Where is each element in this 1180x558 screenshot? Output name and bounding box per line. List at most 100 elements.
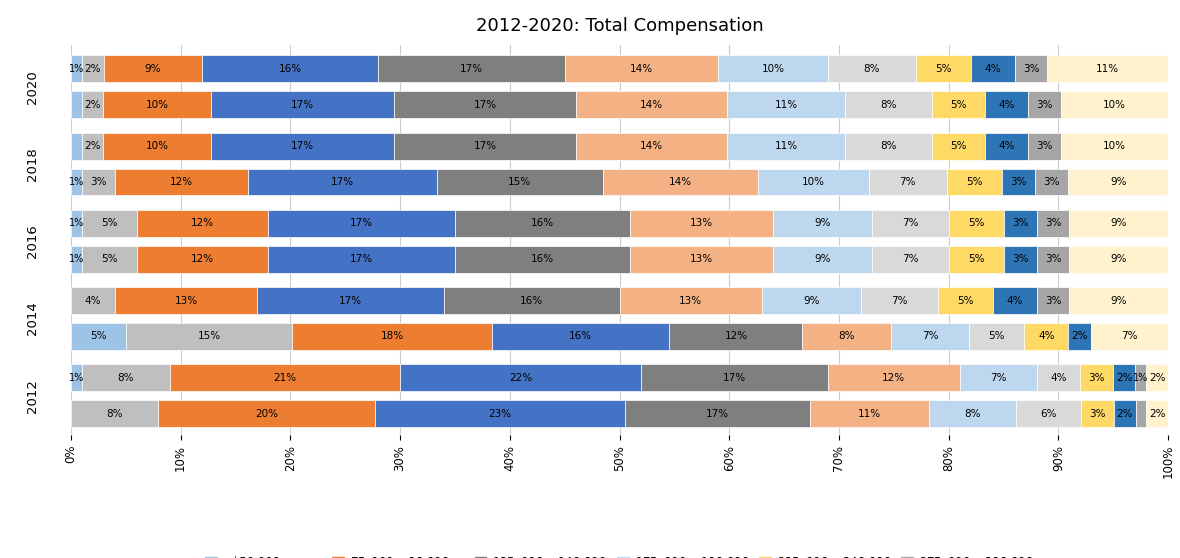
Bar [444,287,620,314]
Text: 3%: 3% [1011,254,1028,264]
Bar [1061,133,1168,160]
Bar [81,169,116,195]
Text: 4%: 4% [85,296,101,306]
Text: 5%: 5% [101,254,118,264]
Bar [158,400,375,427]
Bar [949,210,1004,237]
Bar [71,92,81,118]
Text: 2016: 2016 [26,224,39,258]
Bar [1135,364,1146,391]
Text: 3%: 3% [1044,296,1061,306]
Bar [71,364,81,391]
Text: 2012: 2012 [26,379,39,413]
Bar [248,169,437,195]
Text: 17%: 17% [473,100,497,110]
Text: 9%: 9% [814,218,831,228]
Text: 17%: 17% [339,296,362,306]
Text: 3%: 3% [1023,64,1040,74]
Legend: <$50,000, $50,000 - $74,999, $75,000 - $99,999, $100,000 - $124,999, $125,000 - : <$50,000, $50,000 - $74,999, $75,000 - $… [201,551,1038,558]
Text: 7%: 7% [1121,331,1138,341]
Text: 13%: 13% [690,254,714,264]
Bar [985,133,1028,160]
Bar [103,133,211,160]
Text: 2%: 2% [84,100,100,110]
Bar [1035,169,1068,195]
Text: 12%: 12% [191,254,214,264]
Text: 21%: 21% [274,373,296,383]
Text: 20%: 20% [255,408,277,418]
Bar [455,210,630,237]
Text: 3%: 3% [1044,218,1061,228]
Bar [400,364,642,391]
Bar [916,55,971,83]
Text: 15%: 15% [509,177,531,187]
Text: 5%: 5% [950,141,966,151]
Bar [669,323,802,350]
Bar [1004,210,1036,237]
Text: 5%: 5% [101,218,118,228]
Bar [1135,400,1147,427]
Text: 2%: 2% [84,141,100,151]
Bar [1069,287,1168,314]
Text: 1%: 1% [68,177,84,187]
Text: 17%: 17% [723,373,746,383]
Text: 11%: 11% [858,408,881,418]
Text: 5%: 5% [966,177,983,187]
Bar [845,92,931,118]
Bar [828,55,916,83]
Text: 2%: 2% [1149,408,1166,418]
Bar [868,169,946,195]
Text: 7%: 7% [922,331,938,341]
Bar [114,287,257,314]
Bar [81,133,103,160]
Text: 2%: 2% [1149,373,1166,383]
Text: 2018: 2018 [26,147,39,181]
Text: 14%: 14% [641,100,663,110]
Bar [1036,246,1069,273]
Bar [577,92,727,118]
Text: 16%: 16% [531,254,555,264]
Text: 17%: 17% [290,100,314,110]
Text: 16%: 16% [278,64,302,74]
Bar [116,169,248,195]
Text: 7%: 7% [902,218,918,228]
Bar [630,210,773,237]
Text: 1%: 1% [1133,373,1148,383]
Bar [1036,364,1081,391]
Bar [211,92,394,118]
Bar [81,210,137,237]
Text: 6%: 6% [1041,408,1057,418]
Bar [137,246,268,273]
Text: 3%: 3% [1011,218,1028,228]
Text: 3%: 3% [1043,177,1060,187]
Bar [872,210,949,237]
Bar [1081,400,1114,427]
Text: 4%: 4% [1050,373,1067,383]
Text: 5%: 5% [950,100,966,110]
Bar [71,287,114,314]
Bar [71,246,81,273]
Text: 5%: 5% [90,331,106,341]
Text: 15%: 15% [198,331,221,341]
Text: 18%: 18% [381,331,404,341]
Bar [71,400,158,427]
Bar [949,246,1004,273]
Text: 9%: 9% [804,296,820,306]
Text: 11%: 11% [775,141,798,151]
Bar [828,364,959,391]
Bar [938,287,992,314]
Bar [1036,210,1069,237]
Bar [969,323,1024,350]
Text: 10%: 10% [1103,100,1126,110]
Text: 9%: 9% [1110,218,1127,228]
Text: 23%: 23% [489,408,512,418]
Bar [845,133,931,160]
Text: 12%: 12% [883,373,905,383]
Text: 14%: 14% [641,141,663,151]
Text: 8%: 8% [964,408,981,418]
Text: 13%: 13% [175,296,197,306]
Text: 4%: 4% [998,100,1015,110]
Text: 2014: 2014 [26,302,39,335]
Text: 3%: 3% [1089,373,1106,383]
Bar [268,210,455,237]
